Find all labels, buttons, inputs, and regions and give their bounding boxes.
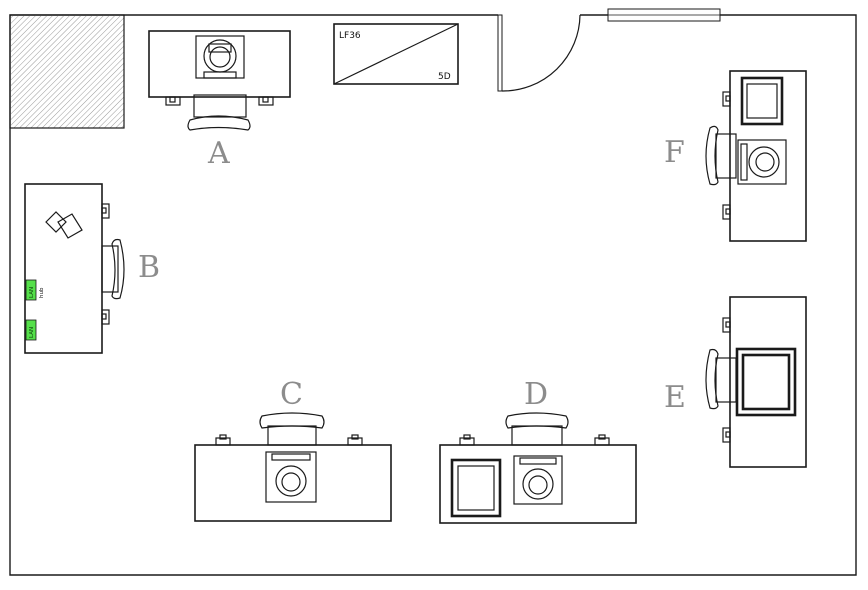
station-f-label: F	[664, 135, 685, 170]
station-c	[194, 412, 392, 522]
station-a	[148, 30, 291, 131]
station-e	[705, 296, 807, 468]
hub-label: hub	[39, 287, 45, 298]
lan-port-1	[25, 279, 37, 301]
svg-text:LAN: LAN	[29, 327, 35, 338]
station-b-label: B	[138, 250, 160, 285]
station-d	[439, 412, 637, 524]
window	[607, 8, 721, 22]
cabinet-bottom-label: 5D	[438, 72, 451, 82]
station-e-label: E	[664, 380, 686, 415]
svg-text:LAN: LAN	[29, 287, 35, 298]
station-b: LAN hub LAN	[24, 183, 125, 354]
station-a-label: A	[207, 136, 230, 171]
door	[497, 14, 581, 92]
cabinet-top-label: LF36	[339, 31, 361, 41]
lan-port-2	[25, 319, 37, 341]
station-c-label: C	[280, 377, 303, 412]
room-walls	[9, 14, 857, 576]
station-f	[705, 70, 807, 242]
cabinet: LF36 5D	[333, 23, 459, 85]
hatched-area	[9, 14, 125, 129]
station-d-label: D	[524, 377, 548, 412]
